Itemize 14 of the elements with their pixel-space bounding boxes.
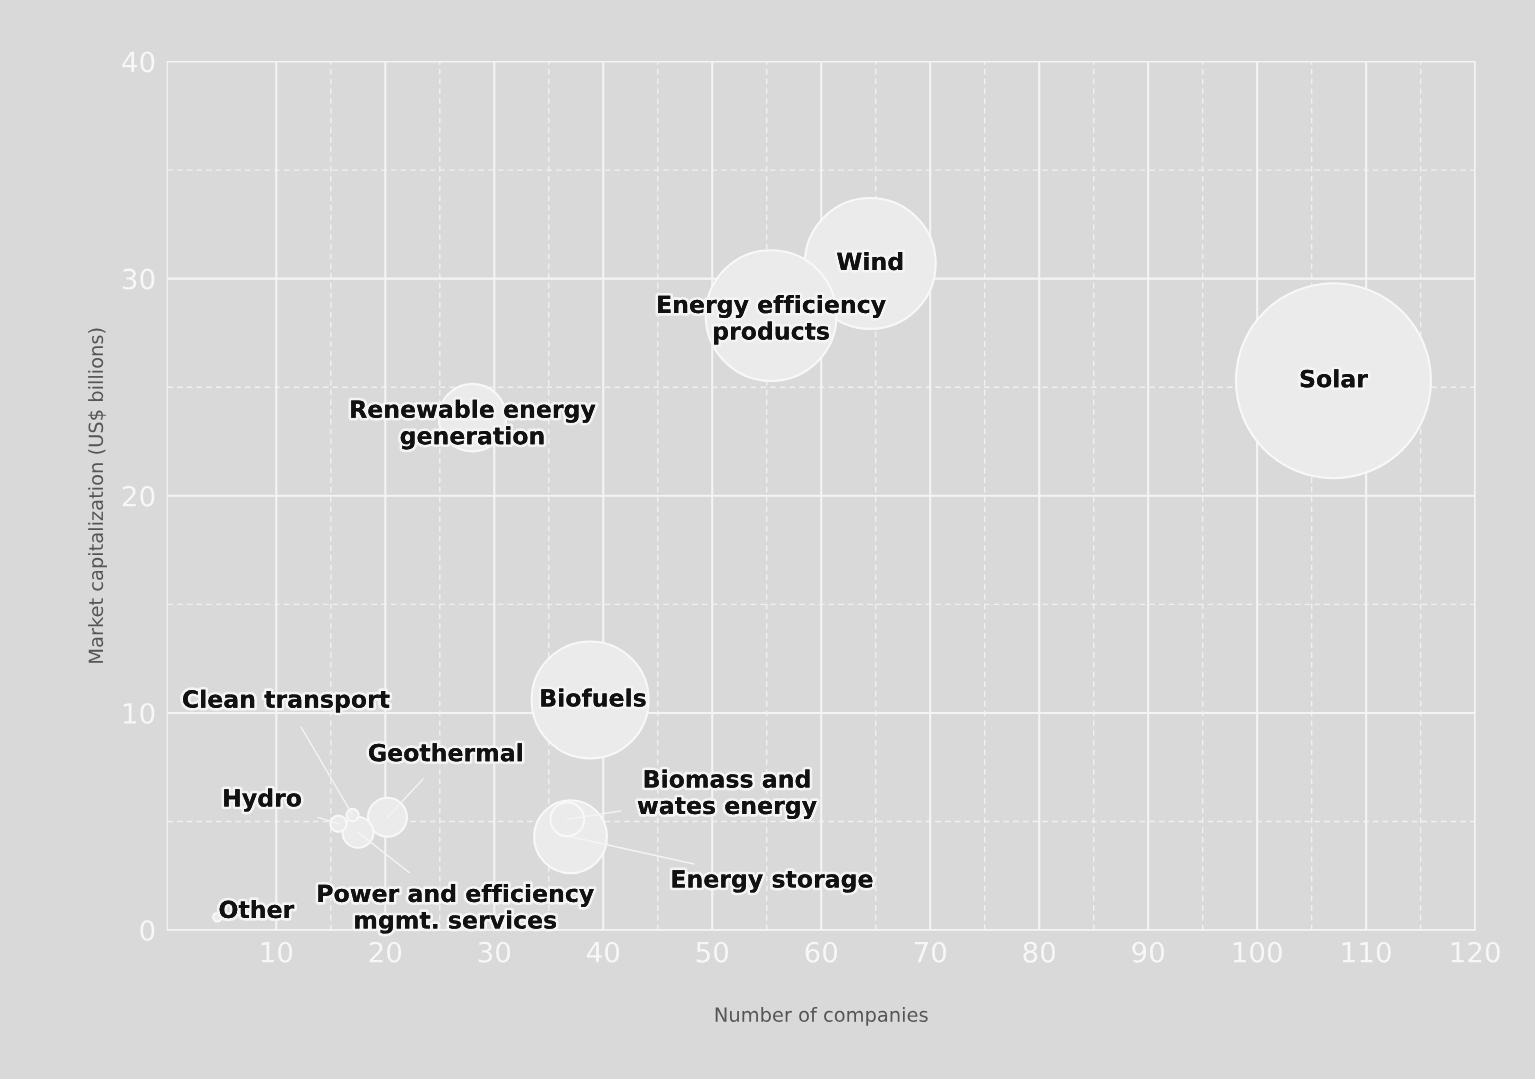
series-label: Wind <box>837 252 903 271</box>
series-label: Energy efficiency products <box>658 295 886 345</box>
series-label: Other <box>219 900 295 919</box>
series-label: Geothermal <box>368 743 522 762</box>
series-label: Biofuels <box>541 688 646 707</box>
series-label: Hydro <box>224 788 301 812</box>
series-label: Renewable energy generation <box>351 399 596 450</box>
series-label: Solar <box>1300 369 1368 388</box>
text: Clean transport <box>183 689 390 713</box>
text: Energy storage <box>672 870 873 893</box>
text: Biomass and wates energy <box>637 769 817 820</box>
x-axis-title: Number of companies <box>715 1006 928 1026</box>
y-axis-title: Market capitalization (US$ billions) <box>88 328 107 663</box>
legend-label: Power and efficiency mgmt. services <box>318 883 594 934</box>
